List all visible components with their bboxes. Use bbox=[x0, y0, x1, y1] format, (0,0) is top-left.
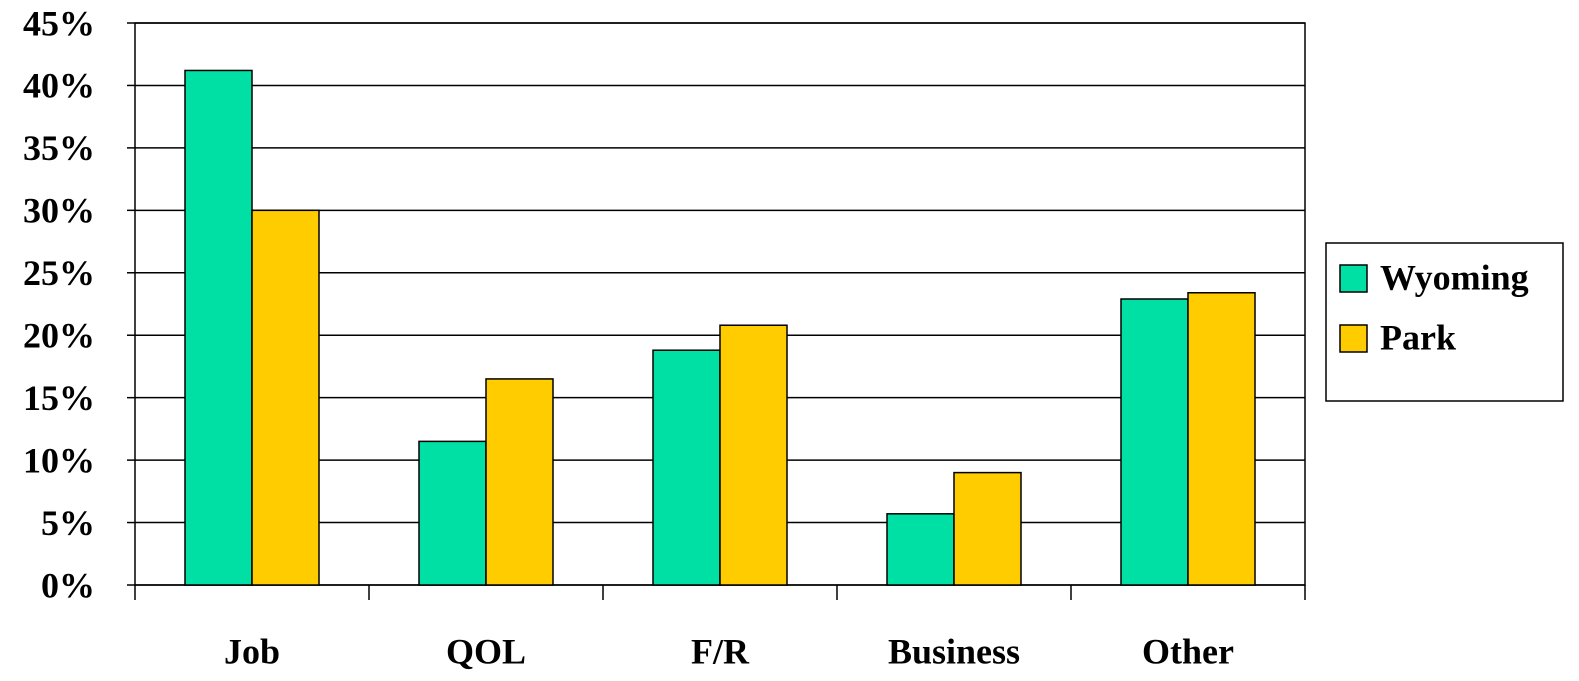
y-tick-label: 5% bbox=[41, 503, 95, 543]
legend-label: Wyoming bbox=[1380, 257, 1529, 297]
bar bbox=[953, 471, 1022, 586]
x-tick-label: F/R bbox=[691, 631, 750, 671]
y-tick-label: 15% bbox=[23, 378, 95, 418]
y-tick-label: 25% bbox=[23, 253, 95, 293]
x-tick-label: Business bbox=[888, 631, 1020, 671]
bar bbox=[251, 209, 320, 586]
bar bbox=[184, 69, 253, 586]
y-tick-label: 45% bbox=[23, 3, 95, 43]
y-tick-label: 10% bbox=[23, 440, 95, 480]
bar bbox=[485, 378, 554, 586]
bar bbox=[886, 513, 955, 586]
bar bbox=[1187, 292, 1256, 586]
y-tick-label: 0% bbox=[41, 565, 95, 605]
x-tick-label: Other bbox=[1142, 631, 1234, 671]
x-tick-label: QOL bbox=[446, 631, 526, 671]
bar bbox=[652, 349, 721, 586]
bar bbox=[418, 440, 487, 586]
y-tick-label: 40% bbox=[23, 66, 95, 106]
x-tick-label: Job bbox=[224, 631, 280, 671]
y-tick-label: 30% bbox=[23, 191, 95, 231]
y-tick-label: 20% bbox=[23, 315, 95, 355]
y-tick-label: 35% bbox=[23, 128, 95, 168]
legend-swatch bbox=[1339, 264, 1368, 293]
bar bbox=[719, 324, 788, 586]
legend-label: Park bbox=[1380, 317, 1456, 357]
bar bbox=[1120, 298, 1189, 586]
legend-swatch bbox=[1339, 324, 1368, 353]
